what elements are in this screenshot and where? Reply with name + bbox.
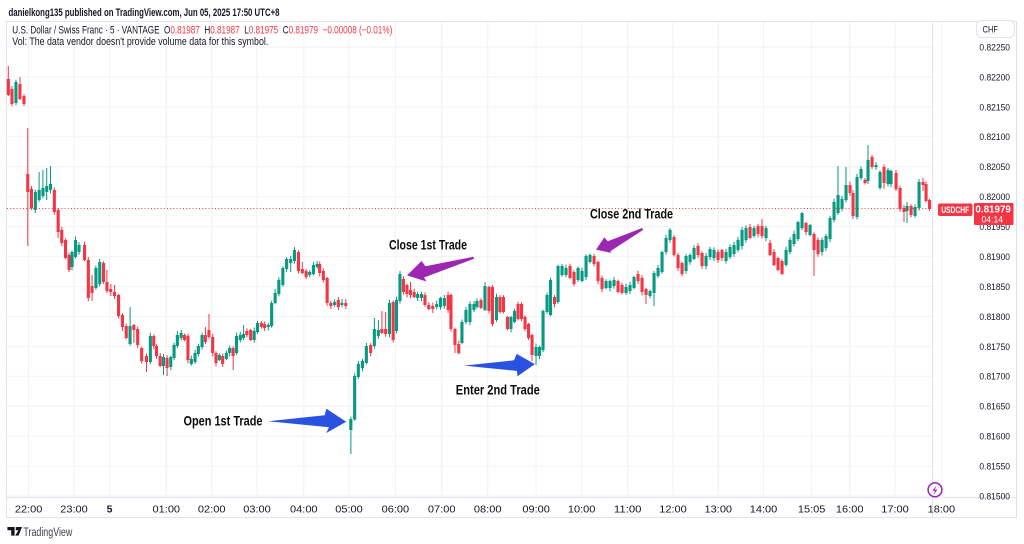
svg-text:0.82050: 0.82050 (979, 162, 1010, 173)
svg-text:17:00: 17:00 (881, 504, 909, 516)
svg-text:04:14: 04:14 (982, 214, 1004, 225)
svg-text:USDCHF: USDCHF (941, 205, 969, 215)
svg-text:U.S. Dollar / Swiss Franc · 5: U.S. Dollar / Swiss Franc · 5 · VANTAGE … (12, 25, 392, 37)
svg-text:Close 2nd Trade: Close 2nd Trade (590, 206, 673, 221)
svg-text:CHF: CHF (983, 25, 999, 36)
svg-text:0.81900: 0.81900 (979, 252, 1010, 263)
svg-text:0.81600: 0.81600 (979, 432, 1010, 443)
svg-text:0.82000: 0.82000 (979, 192, 1010, 203)
svg-text:0.81800: 0.81800 (979, 312, 1010, 323)
svg-text:0.81550: 0.81550 (979, 462, 1010, 473)
svg-text:13:00: 13:00 (705, 504, 733, 516)
svg-text:danielkong135 published on Tra: danielkong135 published on TradingView.c… (9, 7, 280, 19)
svg-text:11:00: 11:00 (614, 504, 642, 516)
svg-text:0.82200: 0.82200 (979, 72, 1010, 83)
svg-text:14:00: 14:00 (750, 504, 778, 516)
svg-text:0.81950: 0.81950 (979, 222, 1010, 233)
svg-text:02:00: 02:00 (198, 504, 226, 516)
svg-text:0.82150: 0.82150 (979, 102, 1010, 113)
svg-text:04:00: 04:00 (290, 504, 318, 516)
svg-text:0.81500: 0.81500 (979, 492, 1010, 503)
svg-text:16:00: 16:00 (836, 504, 864, 516)
svg-text:0.81750: 0.81750 (979, 342, 1010, 353)
svg-text:05:00: 05:00 (335, 504, 363, 516)
svg-text:0.82100: 0.82100 (979, 132, 1010, 143)
svg-text:12:00: 12:00 (659, 504, 687, 516)
svg-text:03:00: 03:00 (243, 504, 271, 516)
svg-text:Close 1st Trade: Close 1st Trade (389, 237, 467, 252)
svg-text:TradingView: TradingView (23, 525, 72, 539)
svg-text:22:00: 22:00 (15, 504, 43, 516)
svg-text:09:00: 09:00 (522, 504, 550, 516)
svg-text:08:00: 08:00 (474, 504, 502, 516)
svg-text:06:00: 06:00 (382, 504, 410, 516)
svg-text:0.82250: 0.82250 (979, 42, 1010, 53)
svg-text:0.81850: 0.81850 (979, 282, 1010, 293)
svg-text:01:00: 01:00 (153, 504, 181, 516)
svg-text:15:05: 15:05 (798, 504, 826, 516)
svg-text:18:00: 18:00 (928, 504, 956, 516)
svg-text:0.81650: 0.81650 (979, 402, 1010, 413)
svg-text:Enter 2nd Trade: Enter 2nd Trade (456, 382, 540, 397)
svg-text:0.81979: 0.81979 (975, 203, 1011, 215)
svg-text:Open 1st Trade: Open 1st Trade (184, 413, 263, 428)
svg-text:07:00: 07:00 (428, 504, 456, 516)
svg-text:23:00: 23:00 (60, 504, 88, 516)
svg-text:Vol: The data vendor doesn't p: Vol: The data vendor doesn't provide vol… (12, 36, 268, 48)
svg-text:0.81700: 0.81700 (979, 372, 1010, 383)
svg-text:10:00: 10:00 (568, 504, 596, 516)
svg-text:5: 5 (107, 504, 113, 516)
